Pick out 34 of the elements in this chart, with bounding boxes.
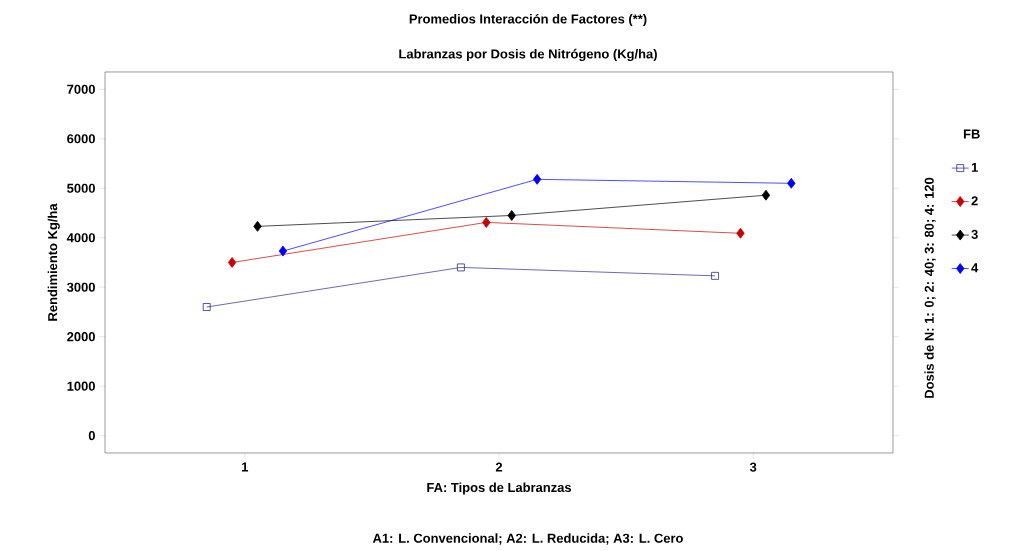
y-tick-label: 6000 xyxy=(67,134,95,144)
legend-label: 4 xyxy=(971,263,979,273)
legend-label: 1 xyxy=(971,162,978,172)
legend-label: 3 xyxy=(971,229,978,239)
point xyxy=(761,189,771,201)
legend-title: FB xyxy=(963,129,980,139)
point xyxy=(482,217,491,228)
y-tick-label: 1000 xyxy=(67,381,95,391)
text: A1: L. Convencional; A2: L. Reducida; A3: L. Cero xyxy=(372,533,683,545)
point xyxy=(532,173,542,185)
point xyxy=(507,210,516,221)
chart-subtitle: Labranzas por Dosis de Nitrógeno (Kg/ha) xyxy=(399,48,657,62)
x-tick-label: 3 xyxy=(749,462,757,472)
y-tick-label: 3000 xyxy=(66,282,95,292)
y-tick-label: 4000 xyxy=(66,233,95,243)
point xyxy=(202,303,211,311)
point xyxy=(736,227,745,239)
point xyxy=(456,263,465,272)
point xyxy=(253,220,262,232)
x-axis-title: FA: Tipos de Labranzas xyxy=(427,482,572,495)
point xyxy=(278,245,288,257)
y-tick-label: 5000 xyxy=(67,183,95,193)
x-tick-label: 1 xyxy=(242,462,249,472)
x-tick-label: 2 xyxy=(495,462,503,472)
point xyxy=(787,177,796,189)
legend-label: 2 xyxy=(971,196,978,206)
chart-title: Promedios Interacción de Factores (**) xyxy=(409,13,647,27)
y-axis-title: Rendimiento Kg/ha xyxy=(47,203,60,321)
point xyxy=(711,271,719,280)
y-tick-label: 2000 xyxy=(67,332,95,342)
point xyxy=(227,257,237,268)
y-tick-label: 0 xyxy=(88,431,95,441)
y2-axis-title: Dosis de N: 1: 0; 2: 40; 3: 80; 4: 120 xyxy=(924,177,936,398)
y-tick-label: 7000 xyxy=(67,84,95,94)
